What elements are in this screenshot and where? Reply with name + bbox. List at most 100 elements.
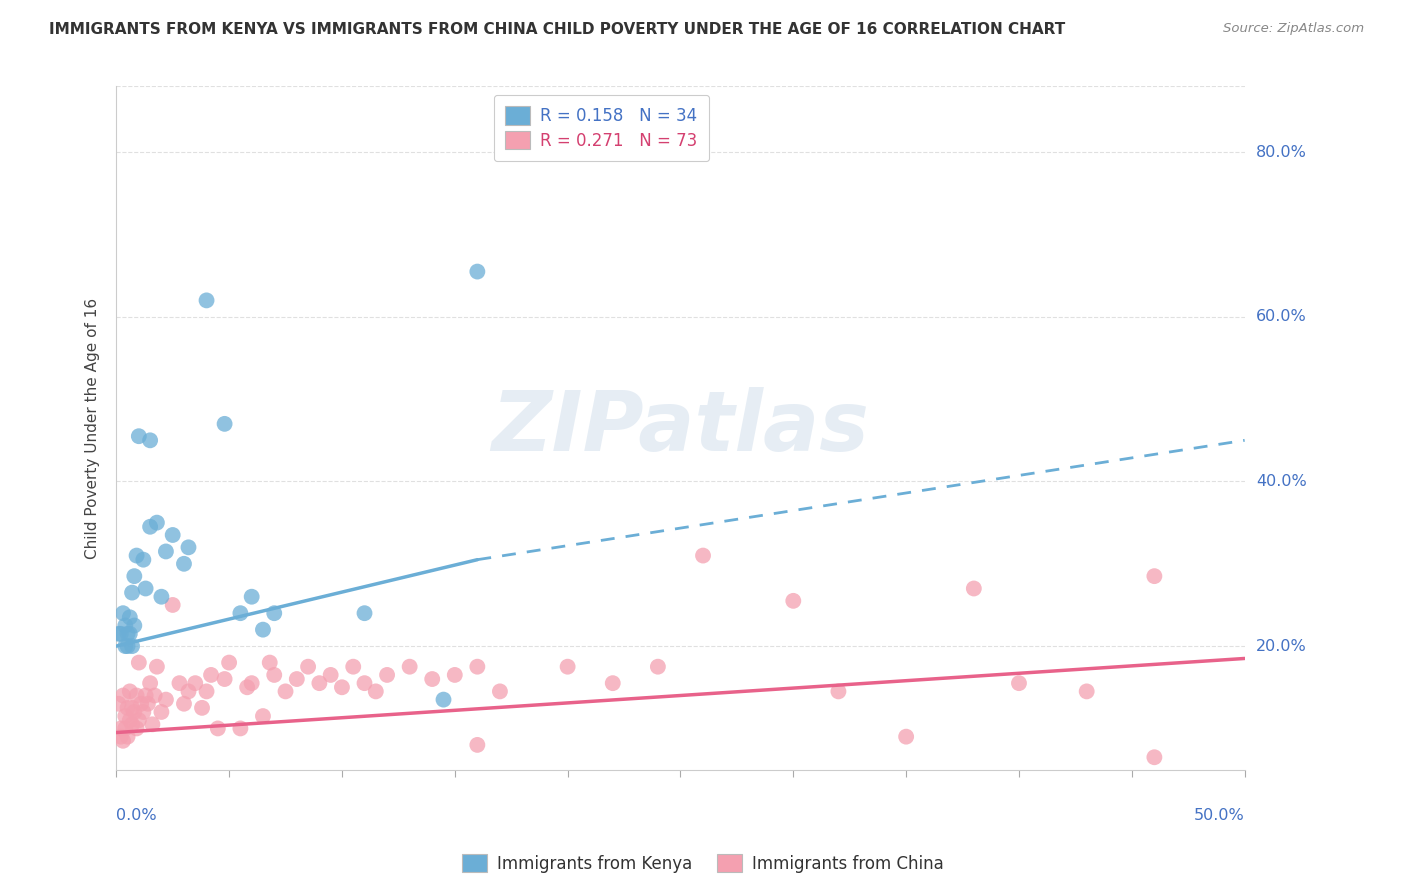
Point <box>139 520 162 534</box>
Point <box>114 618 136 632</box>
Point <box>150 705 173 719</box>
Point <box>252 709 274 723</box>
Point <box>692 549 714 563</box>
Point <box>136 697 159 711</box>
Point <box>353 676 375 690</box>
Point <box>112 689 135 703</box>
Point <box>263 668 285 682</box>
Point <box>353 606 375 620</box>
Point <box>112 606 135 620</box>
Text: 40.0%: 40.0% <box>1256 474 1306 489</box>
Point <box>364 684 387 698</box>
Legend: R = 0.158   N = 34, R = 0.271   N = 73: R = 0.158 N = 34, R = 0.271 N = 73 <box>494 95 709 161</box>
Point <box>117 730 139 744</box>
Point <box>342 659 364 673</box>
Point <box>195 684 218 698</box>
Point <box>118 610 141 624</box>
Point <box>139 434 162 448</box>
Point <box>236 680 259 694</box>
Point <box>207 722 229 736</box>
Point <box>285 672 308 686</box>
Point <box>128 713 150 727</box>
Point <box>121 639 143 653</box>
Point <box>195 293 218 308</box>
Point <box>143 689 166 703</box>
Point <box>114 709 136 723</box>
Point <box>467 659 489 673</box>
Point <box>107 627 129 641</box>
Point <box>782 594 804 608</box>
Point <box>319 668 342 682</box>
Text: 60.0%: 60.0% <box>1256 310 1306 325</box>
Point <box>467 738 489 752</box>
Point <box>150 590 173 604</box>
Point <box>112 733 135 747</box>
Point <box>330 680 353 694</box>
Point <box>420 672 443 686</box>
Y-axis label: Child Poverty Under the Age of 16: Child Poverty Under the Age of 16 <box>86 297 100 558</box>
Point <box>118 713 141 727</box>
Point <box>297 659 319 673</box>
Point <box>124 705 146 719</box>
Point <box>229 606 252 620</box>
Point <box>155 692 177 706</box>
Point <box>117 639 139 653</box>
Point <box>135 582 157 596</box>
Point <box>155 544 177 558</box>
Point <box>135 689 157 703</box>
Point <box>173 697 195 711</box>
Point <box>1008 676 1031 690</box>
Text: Source: ZipAtlas.com: Source: ZipAtlas.com <box>1223 22 1364 36</box>
Point <box>259 656 281 670</box>
Point <box>125 689 148 703</box>
Point <box>141 717 163 731</box>
Point <box>557 659 579 673</box>
Point <box>467 264 489 278</box>
Point <box>375 668 398 682</box>
Point <box>432 692 454 706</box>
Point <box>114 639 136 653</box>
Point <box>121 717 143 731</box>
Point <box>647 659 669 673</box>
Point <box>146 516 169 530</box>
Text: 0.0%: 0.0% <box>117 808 157 823</box>
Point <box>1143 569 1166 583</box>
Legend: Immigrants from Kenya, Immigrants from China: Immigrants from Kenya, Immigrants from C… <box>456 847 950 880</box>
Point <box>894 730 917 744</box>
Point <box>124 569 146 583</box>
Point <box>132 552 155 566</box>
Point <box>128 429 150 443</box>
Point <box>240 676 263 690</box>
Point <box>1076 684 1098 698</box>
Point <box>218 656 240 670</box>
Point <box>107 697 129 711</box>
Point <box>1143 750 1166 764</box>
Point <box>139 676 162 690</box>
Point <box>602 676 624 690</box>
Text: 80.0%: 80.0% <box>1256 145 1306 160</box>
Point <box>110 730 132 744</box>
Point <box>162 528 184 542</box>
Point <box>177 684 200 698</box>
Point <box>443 668 465 682</box>
Point <box>121 585 143 599</box>
Text: ZIPatlas: ZIPatlas <box>492 387 869 468</box>
Point <box>489 684 512 698</box>
Point <box>124 618 146 632</box>
Point <box>125 549 148 563</box>
Point <box>121 701 143 715</box>
Point <box>125 722 148 736</box>
Point <box>173 557 195 571</box>
Text: IMMIGRANTS FROM KENYA VS IMMIGRANTS FROM CHINA CHILD POVERTY UNDER THE AGE OF 16: IMMIGRANTS FROM KENYA VS IMMIGRANTS FROM… <box>49 22 1066 37</box>
Point <box>184 676 207 690</box>
Point <box>132 705 155 719</box>
Point <box>191 701 214 715</box>
Point <box>200 668 222 682</box>
Point <box>146 659 169 673</box>
Point <box>274 684 297 698</box>
Point <box>118 684 141 698</box>
Point <box>128 656 150 670</box>
Point <box>117 701 139 715</box>
Point <box>214 672 236 686</box>
Point <box>827 684 849 698</box>
